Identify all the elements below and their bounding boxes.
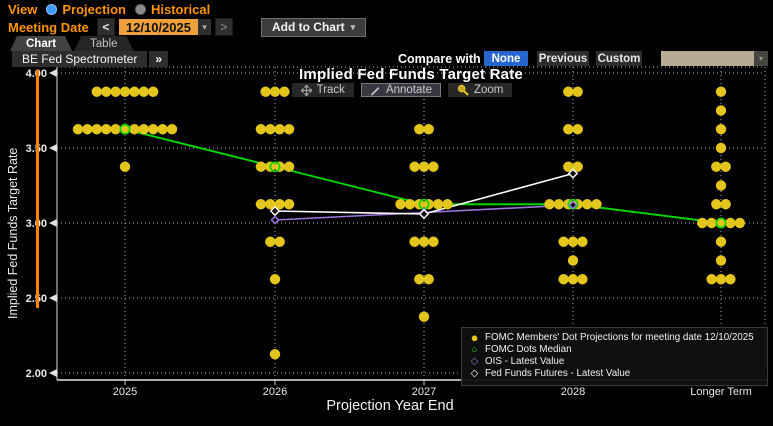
zoom-button[interactable]: Zoom xyxy=(447,83,513,97)
radio-projection-label[interactable]: Projection xyxy=(62,1,126,17)
annotate-label: Annotate xyxy=(385,84,432,96)
date-dropdown-button[interactable]: ▾ xyxy=(197,19,211,35)
next-date-button[interactable]: > xyxy=(214,18,233,36)
add-to-chart-label: Add to Chart xyxy=(271,20,345,34)
view-tabs: Chart Table xyxy=(10,36,134,51)
svg-text:2025: 2025 xyxy=(113,386,137,398)
compare-with-label: Compare with xyxy=(398,51,481,66)
open-diamond-icon: ◇ xyxy=(470,367,479,379)
meeting-date-label: Meeting Date xyxy=(8,19,89,35)
add-to-chart-button[interactable]: Add to Chart ▾ xyxy=(260,17,367,37)
pencil-icon xyxy=(370,86,380,95)
chevron-left-icon: < xyxy=(102,20,110,34)
annotate-button[interactable]: Annotate xyxy=(360,83,441,97)
svg-text:2.00: 2.00 xyxy=(26,368,47,380)
chevron-down-icon: ▾ xyxy=(758,54,763,63)
legend-label: FOMC Members' Dot Projections for meetin… xyxy=(485,332,754,343)
meeting-date-row: Meeting Date < 12/10/2025 ▾ > Add to Cha… xyxy=(0,17,773,37)
y-axis-title: Implied Fed Funds Target Rate xyxy=(6,147,20,319)
legend-label: OIS - Latest Value xyxy=(485,356,565,367)
track-move-icon xyxy=(300,84,312,96)
compare-none-button[interactable]: None xyxy=(484,51,528,66)
view-row: View Projection Historical xyxy=(0,1,773,17)
chevron-down-icon: ▾ xyxy=(202,21,207,32)
track-button[interactable]: Track xyxy=(291,83,354,97)
left-accent-bar xyxy=(36,70,39,308)
filled-circle-icon: ● xyxy=(470,329,479,345)
open-diamond-icon: ◇ xyxy=(470,355,479,367)
open-circle-icon: ○ xyxy=(471,343,478,356)
magnifier-icon xyxy=(457,84,469,96)
svg-text:Projection Year End: Projection Year End xyxy=(326,398,453,414)
spectrometer-title[interactable]: BE Fed Spectrometer xyxy=(12,50,148,67)
svg-text:Longer Term: Longer Term xyxy=(690,386,752,398)
axes: 4.003.503.002.502.002025202620272028Long… xyxy=(26,67,766,414)
chart-title: Implied Fed Funds Target Rate xyxy=(299,66,523,83)
svg-text:2026: 2026 xyxy=(263,386,287,398)
select-arrow-button[interactable]: ▾ xyxy=(754,51,768,66)
legend-item: ○ FOMC Dots Median xyxy=(468,344,761,355)
legend-item: ◇ OIS - Latest Value xyxy=(468,356,761,367)
svg-text:2027: 2027 xyxy=(412,386,436,398)
chart-toolbar: Track Annotate Zoom xyxy=(57,83,747,97)
legend-box: ● FOMC Members' Dot Projections for meeti… xyxy=(461,327,768,386)
meeting-date-field[interactable]: 12/10/2025 xyxy=(118,19,198,35)
prev-date-button[interactable]: < xyxy=(96,18,115,36)
compare-previous-button[interactable]: Previous xyxy=(537,51,589,66)
fomc-dots xyxy=(72,86,745,360)
radio-projection[interactable]: Projection xyxy=(46,2,126,17)
radio-historical[interactable]: Historical xyxy=(134,1,211,17)
chevron-right-icon: > xyxy=(220,20,228,34)
tab-chart[interactable]: Chart xyxy=(10,36,72,51)
legend-item: ● FOMC Members' Dot Projections for meeti… xyxy=(468,329,761,345)
legend-item: ◇ Fed Funds Futures - Latest Value xyxy=(468,368,761,379)
svg-text:2028: 2028 xyxy=(561,386,585,398)
fed-funds-futures-markers xyxy=(269,168,579,220)
tab-table[interactable]: Table xyxy=(74,36,134,51)
legend-label: Fed Funds Futures - Latest Value xyxy=(485,368,631,379)
expand-chevrons-icon[interactable]: » xyxy=(149,50,169,67)
radio-selected-icon[interactable] xyxy=(46,3,58,15)
subheader-bar: BE Fed Spectrometer » Compare with None … xyxy=(0,50,773,67)
compare-custom-select[interactable] xyxy=(661,51,754,66)
track-label: Track xyxy=(316,84,345,96)
chevron-down-icon: ▾ xyxy=(350,21,356,32)
radio-unselected-icon[interactable] xyxy=(134,3,146,15)
view-label: View xyxy=(8,1,38,17)
compare-custom-button[interactable]: Custom xyxy=(596,51,642,66)
radio-historical-label[interactable]: Historical xyxy=(150,1,211,17)
legend-label: FOMC Dots Median xyxy=(485,344,572,355)
zoom-label: Zoom xyxy=(473,84,504,96)
